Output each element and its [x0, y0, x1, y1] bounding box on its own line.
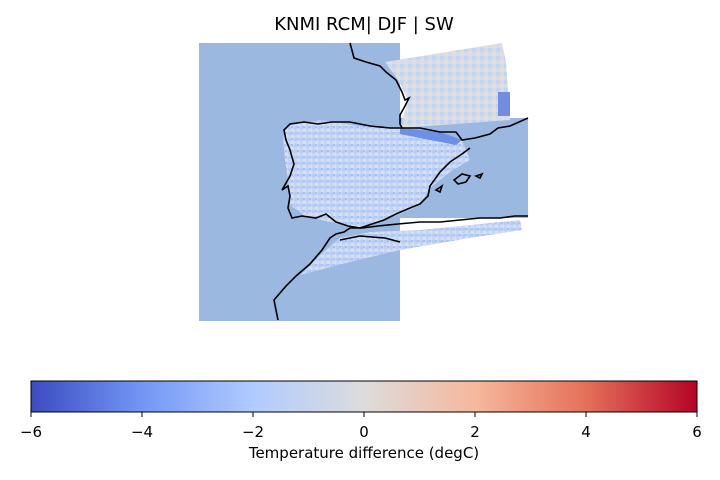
- coastline-africa-inner: [339, 235, 401, 243]
- colorbar-ticks: [30, 412, 698, 417]
- coastlines: [273, 42, 529, 321]
- coastline-north-africa: [273, 215, 528, 321]
- colorbar-tick-label: −6: [19, 423, 43, 441]
- france-land-field: [385, 43, 510, 128]
- coastline-france: [349, 42, 411, 129]
- coastline-mallorca: [452, 173, 472, 185]
- coastline-iberia: [281, 117, 529, 229]
- coastline-ibiza: [434, 184, 444, 194]
- colorbar-tick-label: 0: [359, 423, 369, 441]
- coastline-menorca: [473, 172, 484, 180]
- colorbar-tick-label: 4: [581, 423, 591, 441]
- colorbar-tick-label: −2: [241, 423, 265, 441]
- colorbar-label: Temperature difference (degC): [248, 444, 480, 462]
- pyrenees-anomaly: [400, 128, 462, 145]
- north-africa-land-field: [300, 220, 522, 275]
- iberia-land-field: [283, 120, 470, 228]
- chart-title: KNMI RCM| DJF | SW: [274, 14, 454, 35]
- colorbar-tick-label: 2: [470, 423, 480, 441]
- colorbar-tick-label: −4: [130, 423, 154, 441]
- colorbar: [30, 380, 698, 413]
- alps-anomaly: [498, 92, 510, 116]
- colorbar-tick-label: 6: [692, 423, 702, 441]
